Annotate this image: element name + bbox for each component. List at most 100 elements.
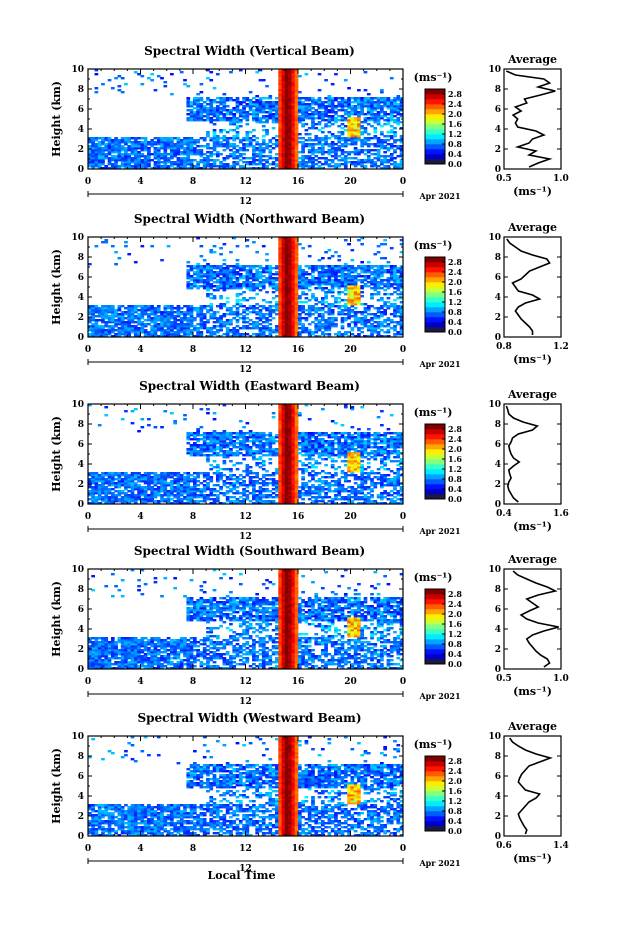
- heatmap-cell: [340, 317, 345, 320]
- heatmap-cell: [229, 99, 233, 102]
- heatmap-cell: [314, 319, 319, 322]
- heatmap-cell: [242, 269, 246, 272]
- heatmap-cell: [206, 311, 210, 314]
- heatmap-cell: [396, 165, 401, 168]
- heatmap-cell: [193, 119, 197, 122]
- heatmap-cell: [130, 480, 135, 483]
- heatmap-cell: [179, 325, 184, 328]
- heatmap-cell: [156, 139, 161, 142]
- heatmap-cell: [140, 478, 145, 481]
- heatmap-cell: [153, 141, 158, 144]
- heatmap-cell: [304, 285, 309, 288]
- heatmap-cell: [124, 333, 128, 336]
- heatmap-cell: [284, 127, 289, 130]
- heatmap-cell: [304, 329, 309, 332]
- heatmap-cell: [320, 309, 325, 312]
- heatmap-cell: [143, 498, 148, 501]
- heatmap-cell: [91, 488, 95, 491]
- heatmap-cell: [235, 135, 240, 138]
- heatmap-cell: [101, 490, 105, 493]
- heatmap-cell: [222, 277, 227, 280]
- heatmap-cell: [353, 269, 358, 272]
- heatmap-cell: [130, 321, 135, 324]
- heatmap-cell: [212, 137, 217, 140]
- heatmap-cell: [380, 125, 384, 128]
- heatmap-cell: [278, 141, 282, 144]
- heatmap-cell: [324, 269, 328, 272]
- heatmap-cell: [209, 331, 214, 334]
- heatmap-cell: [97, 149, 102, 152]
- heatmap-cell: [373, 281, 378, 284]
- heatmap-cell: [265, 117, 269, 120]
- heatmap-cell: [114, 309, 118, 312]
- heatmap-cell: [238, 111, 243, 114]
- heatmap-cell: [268, 145, 273, 148]
- heatmap-cell: [91, 167, 95, 170]
- heatmap-cell: [179, 161, 184, 164]
- heatmap-cell: [376, 287, 381, 290]
- heatmap-cell: [350, 161, 355, 164]
- heatmap-cell: [343, 165, 348, 168]
- heatmap-cell: [320, 275, 325, 278]
- heatmap-cell: [317, 267, 322, 270]
- heatmap-cell: [337, 159, 342, 162]
- heatmap-cell: [330, 311, 335, 314]
- heatmap-cell: [127, 311, 132, 314]
- heatmap-cell: [288, 285, 292, 288]
- y-tick-label: 8: [78, 85, 84, 95]
- heatmap-cell: [353, 165, 358, 168]
- heatmap-cell: [311, 307, 315, 310]
- heatmap-cell: [261, 111, 266, 114]
- colorbar-segment: [425, 94, 445, 100]
- heatmap-cell: [110, 472, 115, 475]
- heatmap-cell: [294, 109, 299, 112]
- colorbar-tick-label: 2.4: [448, 99, 462, 109]
- heatmap-cell: [307, 299, 312, 302]
- heatmap-cell: [163, 151, 168, 154]
- heatmap-cell: [314, 103, 319, 106]
- heatmap-cell: [189, 283, 194, 286]
- heatmap-cell: [183, 141, 187, 144]
- heatmap-cell: [383, 147, 387, 150]
- heatmap-cell: [298, 277, 302, 280]
- heatmap-cell: [212, 111, 217, 114]
- heatmap-cell: [291, 257, 296, 260]
- heatmap-cell: [206, 295, 210, 298]
- heatmap-cell: [291, 331, 296, 334]
- heatmap-cell: [399, 115, 404, 118]
- heatmap-cell: [117, 313, 122, 316]
- heatmap-cell: [330, 107, 335, 110]
- heatmap-cell: [173, 325, 177, 328]
- heatmap-cell: [347, 265, 351, 268]
- heatmap-cell: [311, 297, 315, 300]
- heatmap-cell: [350, 163, 355, 166]
- heatmap-cell: [166, 305, 171, 308]
- heatmap-cell: [399, 301, 404, 304]
- heatmap-cell: [343, 265, 348, 268]
- heatmap-cell: [324, 111, 328, 114]
- heatmap-cell: [275, 295, 279, 298]
- heatmap-cell: [245, 131, 250, 134]
- heatmap-cell: [156, 488, 161, 491]
- heatmap-cell: [291, 149, 296, 152]
- heatmap-cell: [127, 329, 132, 332]
- heatmap-cell: [212, 251, 217, 254]
- heatmap-cell: [150, 329, 155, 332]
- heatmap-cell: [380, 143, 384, 146]
- heatmap-cell: [373, 329, 378, 332]
- heatmap-cell: [294, 107, 299, 110]
- heatmap-cell: [370, 267, 374, 270]
- y-tick-label: 6: [78, 105, 84, 115]
- heatmap-cell: [219, 317, 223, 320]
- heatmap-cell: [248, 131, 253, 134]
- heatmap-cell: [393, 149, 397, 152]
- heatmap-cell: [291, 289, 296, 292]
- heatmap-cell: [258, 145, 263, 148]
- heatmap-cell: [104, 153, 109, 156]
- heatmap-cells: [88, 237, 404, 338]
- heatmap-cell: [88, 472, 92, 475]
- heatmap-cell: [245, 133, 250, 136]
- heatmap-cell: [222, 119, 227, 122]
- heatmap-cell: [363, 139, 368, 142]
- heatmap-cell: [380, 111, 384, 114]
